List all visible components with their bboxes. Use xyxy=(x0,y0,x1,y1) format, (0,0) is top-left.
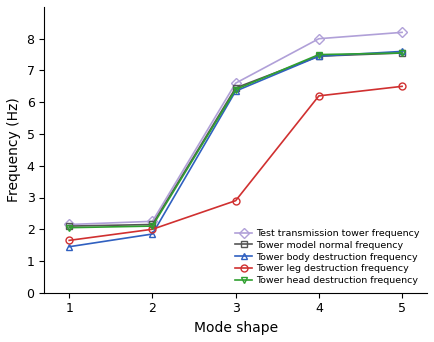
Line: Tower model normal frequency: Tower model normal frequency xyxy=(66,50,405,229)
Tower head destruction frequency xyxy=(150,224,155,228)
Tower head destruction frequency xyxy=(399,51,404,55)
Tower model normal frequency xyxy=(316,54,322,58)
Y-axis label: Frequency (Hz): Frequency (Hz) xyxy=(7,97,21,202)
Test transmission tower frequency xyxy=(233,81,238,85)
Tower body destruction frequency xyxy=(399,49,404,53)
Tower leg destruction frequency xyxy=(233,199,238,203)
X-axis label: Mode shape: Mode shape xyxy=(194,321,278,335)
Line: Tower body destruction frequency: Tower body destruction frequency xyxy=(66,48,405,250)
Tower leg destruction frequency xyxy=(150,227,155,231)
Tower body destruction frequency xyxy=(150,232,155,236)
Test transmission tower frequency xyxy=(399,30,404,35)
Line: Tower leg destruction frequency: Tower leg destruction frequency xyxy=(66,83,405,244)
Tower model normal frequency xyxy=(233,86,238,90)
Tower leg destruction frequency xyxy=(316,94,322,98)
Tower model normal frequency xyxy=(66,224,72,228)
Tower leg destruction frequency xyxy=(399,84,404,88)
Test transmission tower frequency xyxy=(66,222,72,226)
Line: Test transmission tower frequency: Test transmission tower frequency xyxy=(66,29,405,228)
Legend: Test transmission tower frequency, Tower model normal frequency, Tower body dest: Test transmission tower frequency, Tower… xyxy=(232,226,422,288)
Test transmission tower frequency xyxy=(316,37,322,41)
Tower head destruction frequency xyxy=(233,88,238,92)
Tower body destruction frequency xyxy=(316,54,322,58)
Tower leg destruction frequency xyxy=(66,238,72,242)
Tower model normal frequency xyxy=(399,51,404,55)
Tower body destruction frequency xyxy=(233,89,238,93)
Test transmission tower frequency xyxy=(150,219,155,223)
Tower head destruction frequency xyxy=(66,226,72,230)
Line: Tower head destruction frequency: Tower head destruction frequency xyxy=(66,50,405,231)
Tower model normal frequency xyxy=(150,222,155,226)
Tower head destruction frequency xyxy=(316,53,322,57)
Tower body destruction frequency xyxy=(66,245,72,249)
